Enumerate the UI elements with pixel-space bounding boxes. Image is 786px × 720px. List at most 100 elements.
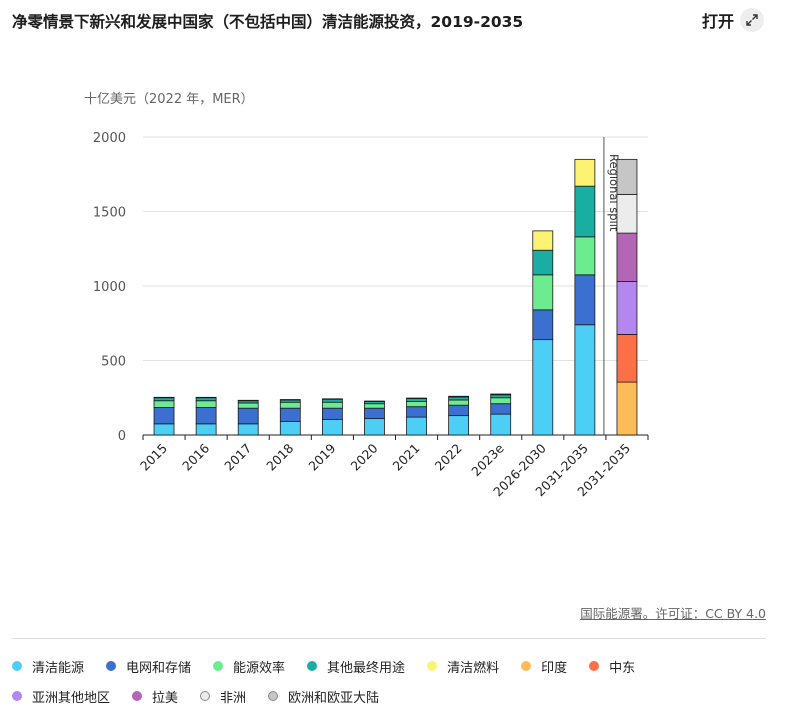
bar-segment	[406, 398, 427, 402]
legend-item[interactable]: 电网和存储	[106, 656, 191, 676]
legend-label: 印度	[541, 660, 568, 676]
legend-label: 其他最终用途	[327, 660, 406, 676]
x-tick-label: 2019	[305, 440, 338, 473]
bar-segment	[616, 193, 638, 234]
bar-segment	[448, 399, 470, 406]
legend-item[interactable]: 其他最终用途	[307, 656, 405, 676]
bar-segment	[448, 415, 470, 436]
legend-label: 亚洲其他地区	[32, 690, 111, 706]
open-label: 打开	[701, 12, 734, 31]
x-tick-label: 2015	[137, 441, 170, 474]
bar-segment	[490, 393, 512, 396]
expand-icon	[740, 8, 764, 32]
bar-segment	[616, 381, 638, 436]
x-tick-label: 2023e	[468, 440, 507, 479]
legend-divider	[12, 638, 766, 639]
bar-segment	[406, 406, 427, 418]
bar-segment	[195, 400, 217, 408]
legend-item[interactable]: 清洁能源	[12, 656, 84, 676]
bar-segment	[364, 407, 385, 420]
bar-segment	[237, 423, 259, 436]
bar-segment	[364, 418, 385, 436]
legend-item[interactable]: 拉美	[132, 686, 178, 706]
legend-item[interactable]: 非洲	[200, 686, 246, 706]
legend-swatch	[307, 661, 318, 671]
source-license-link[interactable]: 国际能源署。许可证：CC BY 4.0	[580, 606, 766, 621]
bar-segment	[195, 423, 217, 436]
bar-segment	[279, 407, 301, 422]
chart-title: 净零情景下新兴和发展中国家（不包括中国）清洁能源投资，2019-2035	[12, 13, 524, 31]
x-tick-label: 2020	[347, 440, 380, 473]
legend-item[interactable]: 欧洲和欧亚大陆	[268, 686, 379, 706]
bar-segment	[321, 407, 343, 420]
bar-segment	[237, 407, 259, 425]
legend-label: 能源效率	[233, 660, 286, 676]
legend-item[interactable]: 亚洲其他地区	[12, 686, 110, 706]
legend-swatch	[213, 661, 224, 671]
bar-segment	[616, 334, 638, 383]
bar-segment	[574, 274, 596, 326]
bar-segment	[153, 400, 175, 408]
y-tick-label: 0	[118, 429, 126, 444]
bar-segment	[406, 401, 427, 408]
legend-label: 中东	[609, 660, 636, 676]
bar-segment	[279, 421, 301, 436]
bar-segment	[532, 249, 554, 276]
bar-segment	[532, 309, 554, 341]
bar-segment	[490, 394, 512, 399]
x-tick-label: 2016	[179, 440, 212, 473]
y-tick-label: 500	[101, 355, 126, 370]
legend-label: 非洲	[220, 690, 247, 706]
legend-item[interactable]: 能源效率	[213, 656, 285, 676]
bar-segment	[574, 236, 596, 276]
legend-swatch	[589, 661, 600, 671]
bar-segment	[237, 402, 259, 409]
legend-swatch	[268, 691, 279, 701]
bar-segment	[321, 418, 343, 436]
bar-segment	[321, 398, 343, 403]
legend-item[interactable]: 清洁燃料	[427, 656, 499, 676]
legend: 清洁能源 电网和存储 能源效率 其他最终用途 清洁燃料 印度 中东亚洲其他地区 拉美 非洲 欧洲和…	[12, 656, 752, 706]
bar-segment	[616, 281, 638, 335]
legend-swatch	[12, 661, 22, 671]
bar-segment	[279, 401, 301, 409]
y-tick-label: 1500	[93, 206, 126, 221]
unit-label: 十亿美元（2022 年，MER）	[84, 92, 254, 107]
legend-swatch	[427, 661, 438, 671]
bar-segment	[490, 397, 512, 405]
bar-segment	[574, 324, 596, 436]
y-tick-label: 2000	[93, 131, 126, 146]
legend-swatch	[12, 691, 22, 701]
bar-segment	[448, 395, 470, 398]
bar-segment	[616, 158, 638, 195]
legend-item[interactable]: 中东	[589, 656, 635, 676]
bar-segment	[364, 403, 385, 409]
x-tick-label: 2022	[432, 441, 465, 474]
bar-segment	[490, 413, 512, 436]
bar-segment	[574, 185, 596, 238]
bar-segment	[490, 403, 512, 415]
bar-segment	[448, 396, 470, 401]
bar-segment	[195, 397, 217, 402]
bar-segment	[406, 416, 427, 436]
legend-label: 清洁燃料	[447, 660, 500, 676]
y-tick-label: 1000	[93, 280, 126, 295]
bar-segment	[532, 274, 554, 311]
legend-label: 清洁能源	[32, 660, 85, 676]
bar-segment	[321, 401, 343, 409]
bar-segment	[153, 423, 175, 436]
legend-label: 拉美	[152, 690, 179, 706]
x-tick-label: 2021	[390, 441, 423, 474]
legend-swatch	[200, 691, 211, 701]
bar-segment	[574, 158, 596, 187]
legend-swatch	[521, 661, 532, 671]
bar-segment	[616, 232, 638, 282]
open-button[interactable]: 打开	[702, 8, 764, 32]
x-tick-label: 2018	[263, 440, 296, 473]
legend-item[interactable]: 印度	[521, 656, 567, 676]
bar-segment	[532, 230, 554, 251]
bar-segment	[448, 404, 470, 417]
bar-segment	[153, 407, 175, 425]
legend-label: 欧洲和欧亚大陆	[288, 690, 380, 706]
